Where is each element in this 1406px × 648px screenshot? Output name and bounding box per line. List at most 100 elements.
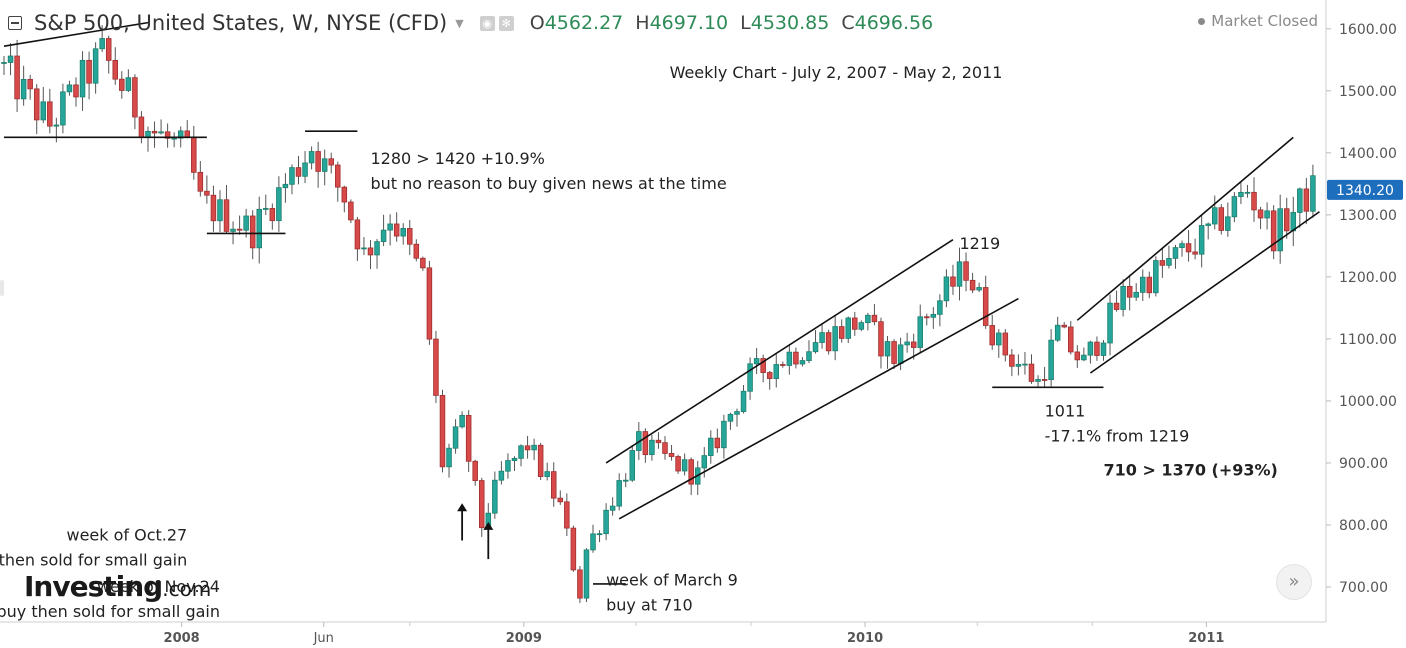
y-tick-label: 800.00 bbox=[1339, 518, 1388, 534]
eye-icon[interactable]: ◉ bbox=[479, 15, 495, 31]
candle-body bbox=[492, 479, 498, 514]
candle bbox=[1100, 340, 1107, 361]
candle-body bbox=[1251, 191, 1257, 211]
arrow-head bbox=[483, 521, 494, 530]
candle bbox=[53, 117, 60, 143]
candle-body bbox=[904, 341, 910, 346]
collapse-icon[interactable] bbox=[8, 16, 22, 30]
candle-body bbox=[649, 439, 655, 456]
symbol-title[interactable]: S&P 500, United States, W, NYSE (CFD) bbox=[34, 11, 448, 35]
candle bbox=[544, 462, 550, 481]
candle-body bbox=[53, 124, 60, 127]
candle-body bbox=[1205, 223, 1211, 226]
candle-body bbox=[878, 321, 884, 357]
trendline-2007-top[interactable] bbox=[3, 21, 149, 47]
candle-body bbox=[27, 78, 33, 90]
candle bbox=[86, 51, 92, 100]
candle-body bbox=[191, 136, 197, 173]
candle-body bbox=[1283, 208, 1290, 232]
gear-icon[interactable]: ✻ bbox=[498, 15, 514, 31]
candle-body bbox=[1211, 207, 1218, 225]
candle bbox=[197, 161, 204, 197]
candle-body bbox=[590, 533, 596, 551]
candle-body bbox=[786, 351, 793, 366]
candle-body bbox=[295, 167, 302, 177]
candle bbox=[1264, 202, 1270, 230]
candle bbox=[236, 215, 243, 235]
candle-body bbox=[184, 130, 191, 138]
candle-body bbox=[256, 208, 262, 249]
investing-logo: Investing.com bbox=[24, 570, 212, 603]
open-readout: O4562.27 bbox=[529, 12, 624, 34]
candle bbox=[721, 414, 727, 459]
candle-body bbox=[642, 431, 649, 456]
candle-body bbox=[1218, 207, 1225, 231]
close-readout: C4696.56 bbox=[841, 12, 934, 34]
candle-body bbox=[1139, 276, 1146, 293]
candle bbox=[472, 459, 478, 486]
candle-body bbox=[400, 228, 406, 237]
candle bbox=[871, 304, 878, 326]
candle-body bbox=[570, 527, 577, 571]
candle-body bbox=[236, 228, 243, 231]
double-chevron-right-icon[interactable]: » bbox=[1276, 564, 1312, 600]
candle-body bbox=[564, 501, 570, 529]
candle-body bbox=[1244, 191, 1251, 194]
candle-body bbox=[40, 101, 47, 121]
candle-body bbox=[766, 372, 773, 379]
candle bbox=[531, 438, 537, 461]
channel-2009-lower[interactable] bbox=[618, 297, 1019, 520]
candle-body bbox=[367, 247, 374, 256]
candle bbox=[125, 69, 132, 93]
candle-body bbox=[92, 48, 99, 84]
candle bbox=[269, 203, 276, 230]
channel-2009-upper[interactable] bbox=[605, 239, 954, 464]
channel-2010-upper[interactable] bbox=[1076, 136, 1294, 321]
candle-body bbox=[374, 241, 380, 256]
note-1219-line: 1219 bbox=[960, 234, 1001, 253]
caret-down-icon[interactable]: ▼ bbox=[455, 16, 464, 30]
candle-body bbox=[1159, 260, 1166, 266]
left-resize-handle[interactable] bbox=[0, 280, 4, 296]
candle bbox=[917, 304, 923, 354]
candle bbox=[321, 149, 328, 186]
candle bbox=[66, 80, 73, 96]
candle bbox=[1061, 322, 1067, 329]
candle bbox=[1133, 283, 1139, 301]
candle bbox=[1290, 196, 1297, 247]
candle-body bbox=[603, 509, 609, 535]
candle bbox=[891, 339, 897, 369]
candle bbox=[564, 493, 570, 537]
candle bbox=[105, 35, 112, 74]
note-nov24-line: buy then sold for small gain bbox=[0, 602, 220, 621]
channel-2010-lower[interactable] bbox=[1089, 211, 1320, 374]
candle bbox=[766, 371, 773, 390]
candle-body bbox=[596, 533, 603, 536]
low-readout: L4530.85 bbox=[740, 12, 830, 34]
candle bbox=[256, 196, 262, 264]
candle bbox=[740, 384, 747, 414]
candle-body bbox=[518, 445, 524, 459]
candle-body bbox=[1015, 364, 1022, 367]
candle bbox=[950, 264, 956, 295]
candle-body bbox=[1041, 379, 1048, 381]
candle bbox=[1198, 214, 1205, 268]
candle-body bbox=[845, 317, 852, 339]
candle-body bbox=[204, 190, 210, 196]
candle bbox=[747, 357, 753, 400]
candle bbox=[73, 77, 79, 107]
candle-body bbox=[171, 137, 177, 140]
candle bbox=[20, 65, 27, 106]
candle bbox=[328, 152, 334, 174]
candle bbox=[583, 548, 590, 603]
candle bbox=[937, 294, 943, 327]
x-tick-label: Jun bbox=[313, 631, 334, 646]
candle-body bbox=[1192, 251, 1198, 255]
candle-body bbox=[583, 549, 590, 599]
note-nov24-line: week of Nov.24 bbox=[97, 577, 220, 596]
candle bbox=[1022, 351, 1028, 375]
candle bbox=[1081, 347, 1087, 362]
note-710-1370-line: 710 > 1370 (+93%) bbox=[1103, 460, 1277, 479]
candle bbox=[622, 473, 629, 488]
